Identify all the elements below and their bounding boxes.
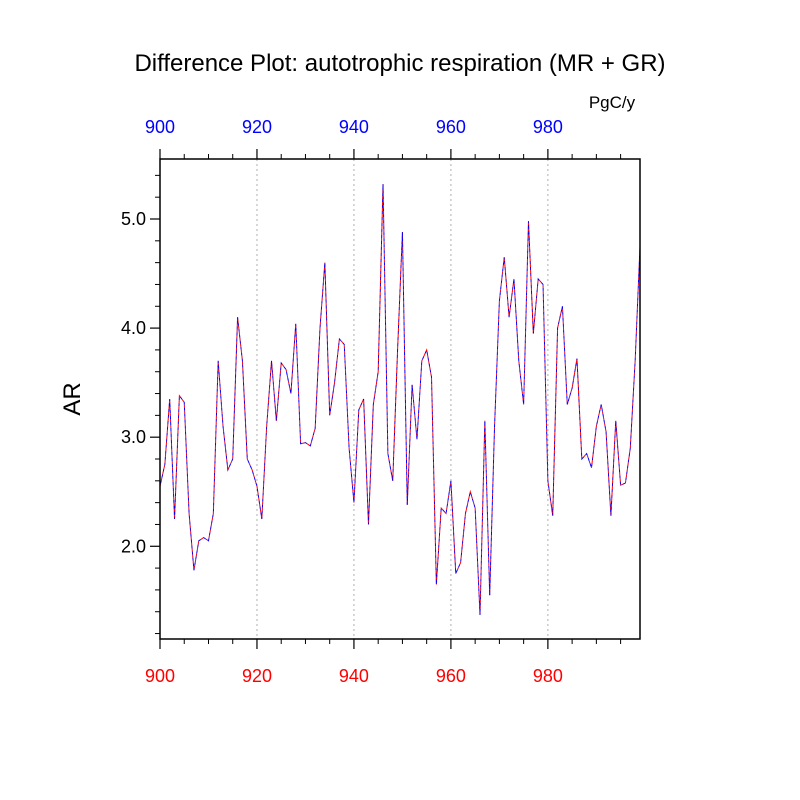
x-tick-label-top: 960	[436, 117, 466, 137]
tick-labels: 900 900 920 920 940 940 960 960 980 980 2.0 3.0 4.0 5…	[121, 117, 563, 686]
x-tick-label-top: 920	[242, 117, 272, 137]
y-tick-label: 2.0	[121, 536, 146, 556]
x-tick-label-bottom: 900	[145, 666, 175, 686]
series-line	[159, 184, 641, 616]
x-tick-label-top: 940	[339, 117, 369, 137]
x-tick-label-bottom: 920	[242, 666, 272, 686]
y-tick-label: 3.0	[121, 427, 146, 447]
y-tick-label: 4.0	[121, 318, 146, 338]
x-tick-label-top: 980	[533, 117, 563, 137]
series-line	[159, 184, 641, 616]
units-label: PgC/y	[589, 93, 636, 112]
y-tick-label: 5.0	[121, 209, 146, 229]
chart-title: Difference Plot: autotrophic respiration…	[134, 50, 665, 77]
x-tick-label-bottom: 940	[339, 666, 369, 686]
x-tick-label-top: 900	[145, 117, 175, 137]
x-tick-label-bottom: 960	[436, 666, 466, 686]
axis-ticks	[150, 149, 622, 649]
x-tick-label-bottom: 980	[533, 666, 563, 686]
y-axis-label: AR	[59, 382, 86, 415]
grid-lines	[256, 159, 549, 639]
plot-frame	[159, 158, 641, 640]
series-lines	[159, 184, 641, 616]
